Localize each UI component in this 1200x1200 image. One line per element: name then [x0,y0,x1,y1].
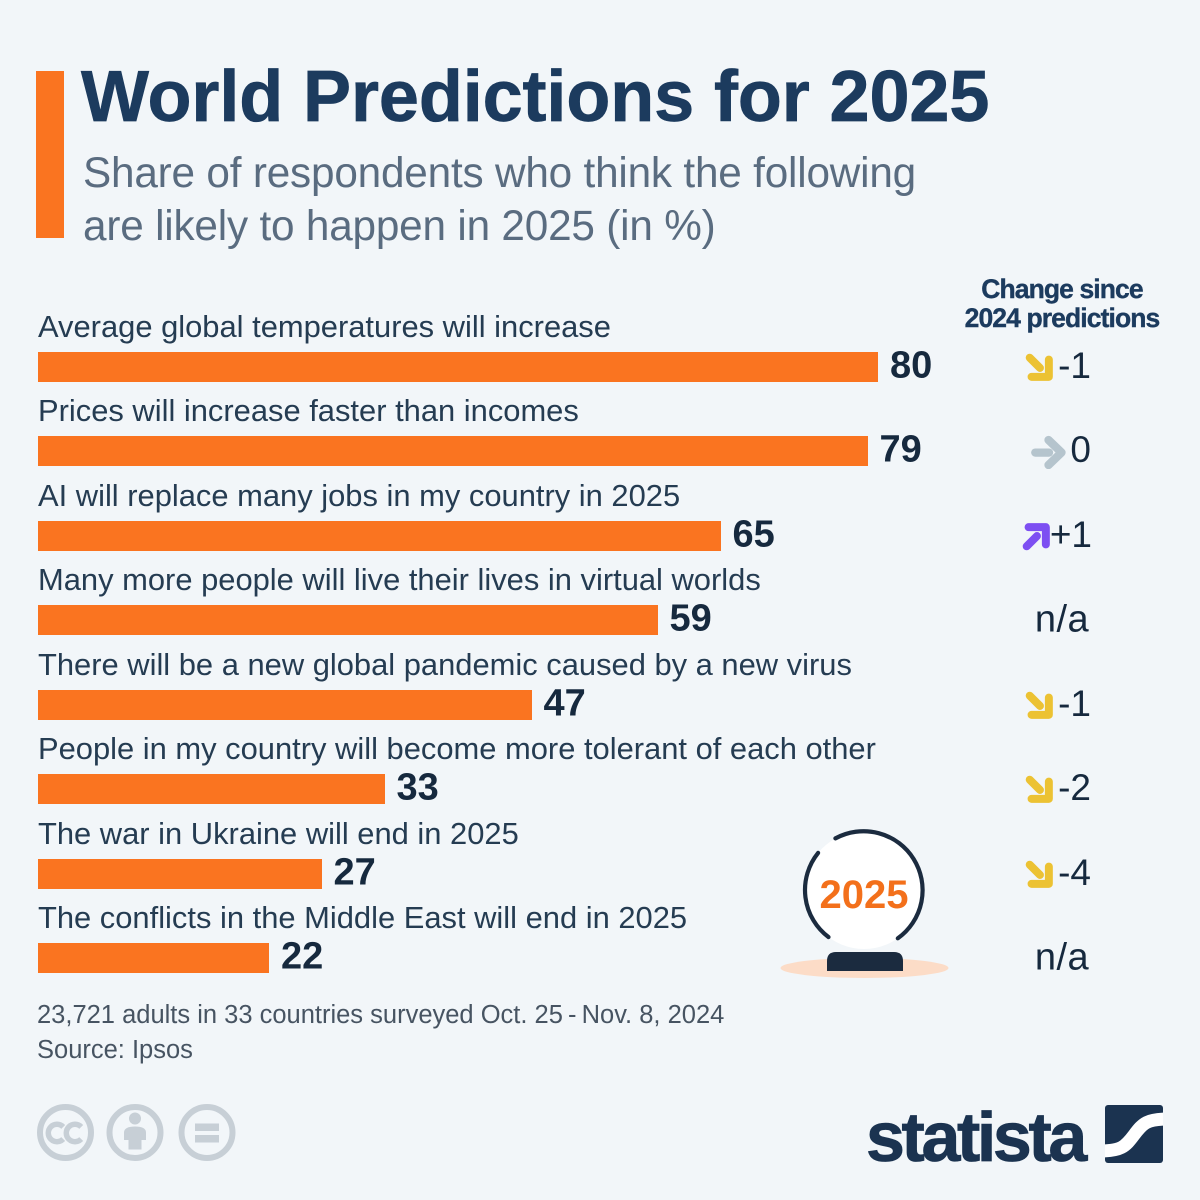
svg-text:2025: 2025 [820,873,909,917]
